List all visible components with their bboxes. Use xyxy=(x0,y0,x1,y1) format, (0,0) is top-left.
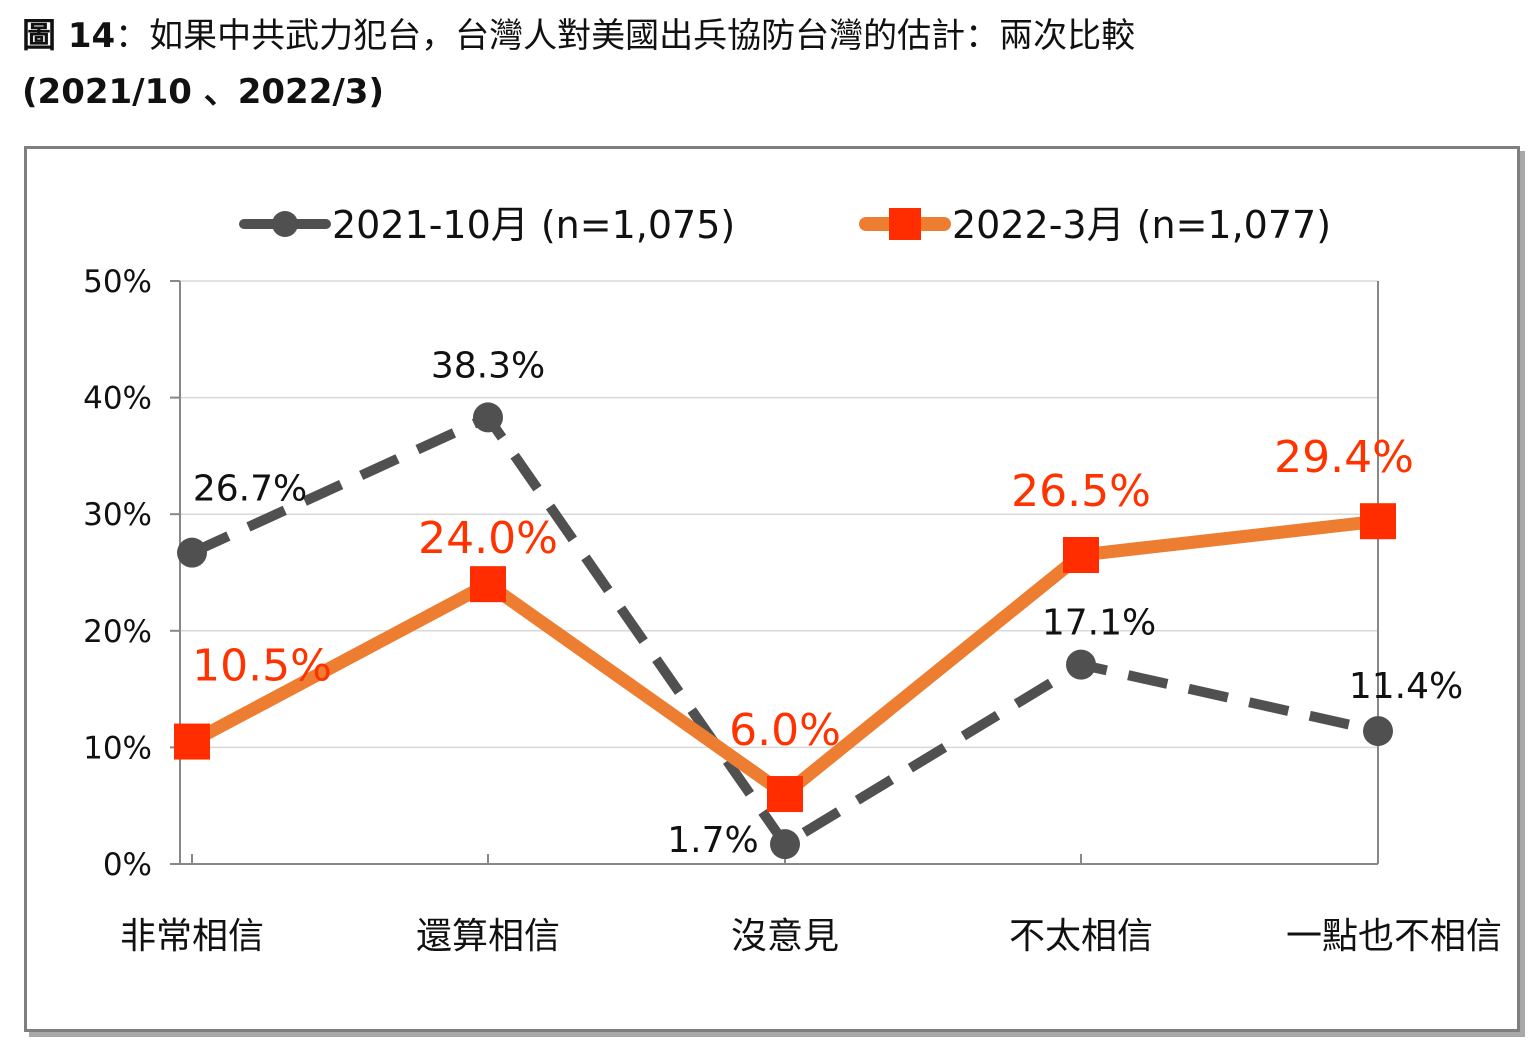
series-2022-point xyxy=(174,723,210,760)
y-tick-label: 0% xyxy=(103,847,152,883)
x-category-label: 沒意見 xyxy=(731,916,839,957)
axes: 0% 10% 20% 30% 40% 50% 非常相信 還算相信 沒意見 不太相信 一點也不相信 xyxy=(83,264,1502,957)
series-2022-data-label: 10.5% xyxy=(192,641,332,692)
figure-title-text: ：如果中共武力犯台，台灣人對美國出兵協防台灣的估計：兩次比較 xyxy=(115,16,1136,56)
series-2021-data-label: 26.7% xyxy=(193,469,307,510)
series-2022-data-label: 26.5% xyxy=(1011,466,1151,517)
figure-dates: (2021/10 、2022/3) xyxy=(22,72,384,112)
series-2021-point xyxy=(1363,716,1393,747)
series-2021-data-label: 38.3% xyxy=(431,345,545,386)
legend-2021-swatch-marker xyxy=(272,211,298,237)
series-2021-point xyxy=(1066,649,1096,680)
series-2021-data-label: 17.1% xyxy=(1042,603,1156,644)
figure-title: 圖 14：如果中共武力犯台，台灣人對美國出兵協防台灣的估計：兩次比較 (2021… xyxy=(22,8,1512,120)
y-tick-label: 20% xyxy=(83,614,152,650)
chart-frame xyxy=(24,146,1520,1032)
data-labels: 26.7% 38.3% 1.7% 17.1% 11.4% 10.5% 24.0% 6.0% 26… xyxy=(192,345,1463,861)
x-category-label: 不太相信 xyxy=(1009,916,1153,957)
figure-number: 圖 14 xyxy=(22,16,116,56)
series-2022-point xyxy=(1063,537,1099,574)
series-2022-point xyxy=(470,566,506,603)
legend-2022-swatch-marker xyxy=(889,208,921,240)
series-2021-point xyxy=(177,537,207,568)
y-tick-label: 30% xyxy=(83,497,152,533)
series-2021-data-label: 11.4% xyxy=(1349,666,1463,707)
series-2022-point xyxy=(767,776,803,813)
series-2022-data-label: 29.4% xyxy=(1274,432,1414,483)
legend: 2021-10月 (n=1,075) 2022-3月 (n=1,077) xyxy=(239,203,1331,247)
series-2022-point xyxy=(1360,503,1396,540)
y-tick-label: 10% xyxy=(83,730,152,766)
gridlines xyxy=(180,280,1378,749)
x-category-label: 還算相信 xyxy=(416,916,560,957)
series-2021-data-label: 1.7% xyxy=(667,820,758,861)
series-2021-point xyxy=(473,402,503,433)
series-2022-data-label: 6.0% xyxy=(729,705,841,756)
x-category-label: 一點也不相信 xyxy=(1286,916,1502,957)
series-2021-point xyxy=(770,829,800,860)
series-2022-data-label: 24.0% xyxy=(418,513,558,564)
legend-2021-label: 2021-10月 (n=1,075) xyxy=(332,203,735,247)
x-category-label: 非常相信 xyxy=(120,916,264,957)
y-tick-label: 50% xyxy=(83,264,152,300)
series-layer xyxy=(174,402,1396,860)
legend-2022-label: 2022-3月 (n=1,077) xyxy=(952,203,1331,247)
y-tick-label: 40% xyxy=(83,381,152,417)
